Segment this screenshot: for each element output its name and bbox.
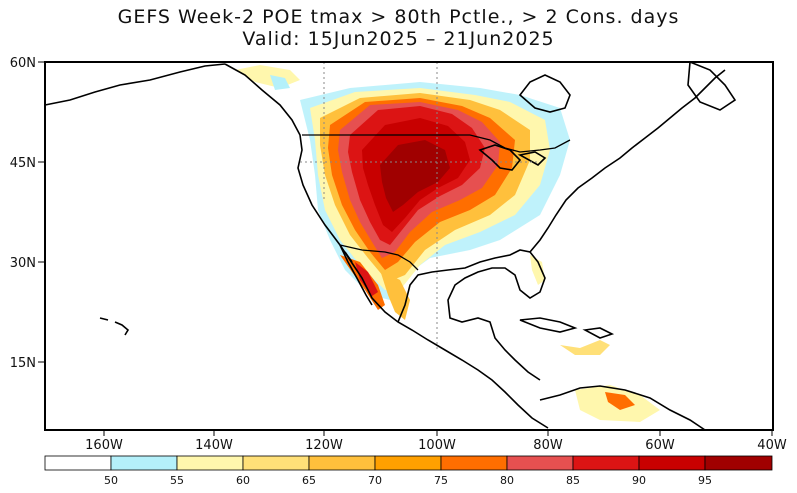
cb-7 <box>506 455 574 471</box>
hawaii <box>99 317 130 336</box>
cb-2 <box>176 455 244 471</box>
cb-label-50: 50 <box>104 474 118 487</box>
lon-label-60w: 60W <box>645 438 675 453</box>
cb-10 <box>704 455 773 471</box>
lon-label-160w: 160W <box>85 438 123 453</box>
shade-caribbean <box>560 340 610 355</box>
shade-south-inner <box>605 392 635 410</box>
shade-florida <box>530 255 545 285</box>
cb-label-65: 65 <box>302 474 316 487</box>
shade-99 <box>380 140 450 212</box>
cb-0 <box>44 455 112 471</box>
lon-label-80w: 80W <box>533 438 563 453</box>
cb-6 <box>440 455 508 471</box>
coast-baja <box>339 244 373 306</box>
cb-label-95: 95 <box>698 474 712 487</box>
shade-alaska-blue <box>270 75 290 90</box>
lat-label-30n: 30N <box>10 256 36 271</box>
coast-hudson <box>518 74 571 113</box>
cb-3 <box>242 455 310 471</box>
colorbar: 50 55 60 65 70 75 80 85 90 95 <box>44 455 773 487</box>
cb-label-80: 80 <box>500 474 514 487</box>
cb-label-75: 75 <box>434 474 448 487</box>
cb-5 <box>374 455 442 471</box>
borders <box>302 134 571 271</box>
coast-alaska <box>44 63 226 106</box>
map-frame <box>44 61 774 431</box>
cb-8 <box>572 455 640 471</box>
cb-1 <box>110 455 178 471</box>
map-title: GEFS Week-2 POE tmax > 80th Pctle., > 2 … <box>117 6 680 28</box>
lat-label-60n: 60N <box>10 56 36 71</box>
coast-gulf <box>397 249 546 381</box>
lon-label-100w: 100W <box>418 438 456 453</box>
shade-texas <box>380 270 410 320</box>
shade-mexico-inner <box>355 262 378 296</box>
lat-label-15n: 15N <box>10 356 36 371</box>
lon-label-40w: 40W <box>757 438 787 453</box>
coast-cuba <box>519 317 578 333</box>
coast-greenland <box>687 60 737 111</box>
border-us-canada <box>302 134 571 153</box>
cb-9 <box>638 455 706 471</box>
probability-shading <box>235 65 660 422</box>
cb-label-85: 85 <box>566 474 580 487</box>
lat-axis: 60N 45N 30N 15N <box>10 56 45 371</box>
lon-axis: 160W 140W 120W 100W 80W 60W 40W <box>85 430 787 453</box>
border-us-mexico <box>339 244 419 271</box>
coast-pacific <box>224 63 549 429</box>
lat-label-45n: 45N <box>10 156 36 171</box>
cb-4 <box>308 455 376 471</box>
cb-label-70: 70 <box>368 474 382 487</box>
coast-hispaniola <box>582 327 615 339</box>
cb-label-55: 55 <box>170 474 184 487</box>
lon-label-140w: 140W <box>195 438 233 453</box>
map-subtitle: Valid: 15Jun2025 – 21Jun2025 <box>242 28 555 50</box>
cb-label-60: 60 <box>236 474 250 487</box>
coast-south-america <box>539 385 706 431</box>
cb-label-90: 90 <box>632 474 646 487</box>
graticule <box>300 62 540 350</box>
lon-label-120w: 120W <box>305 438 343 453</box>
